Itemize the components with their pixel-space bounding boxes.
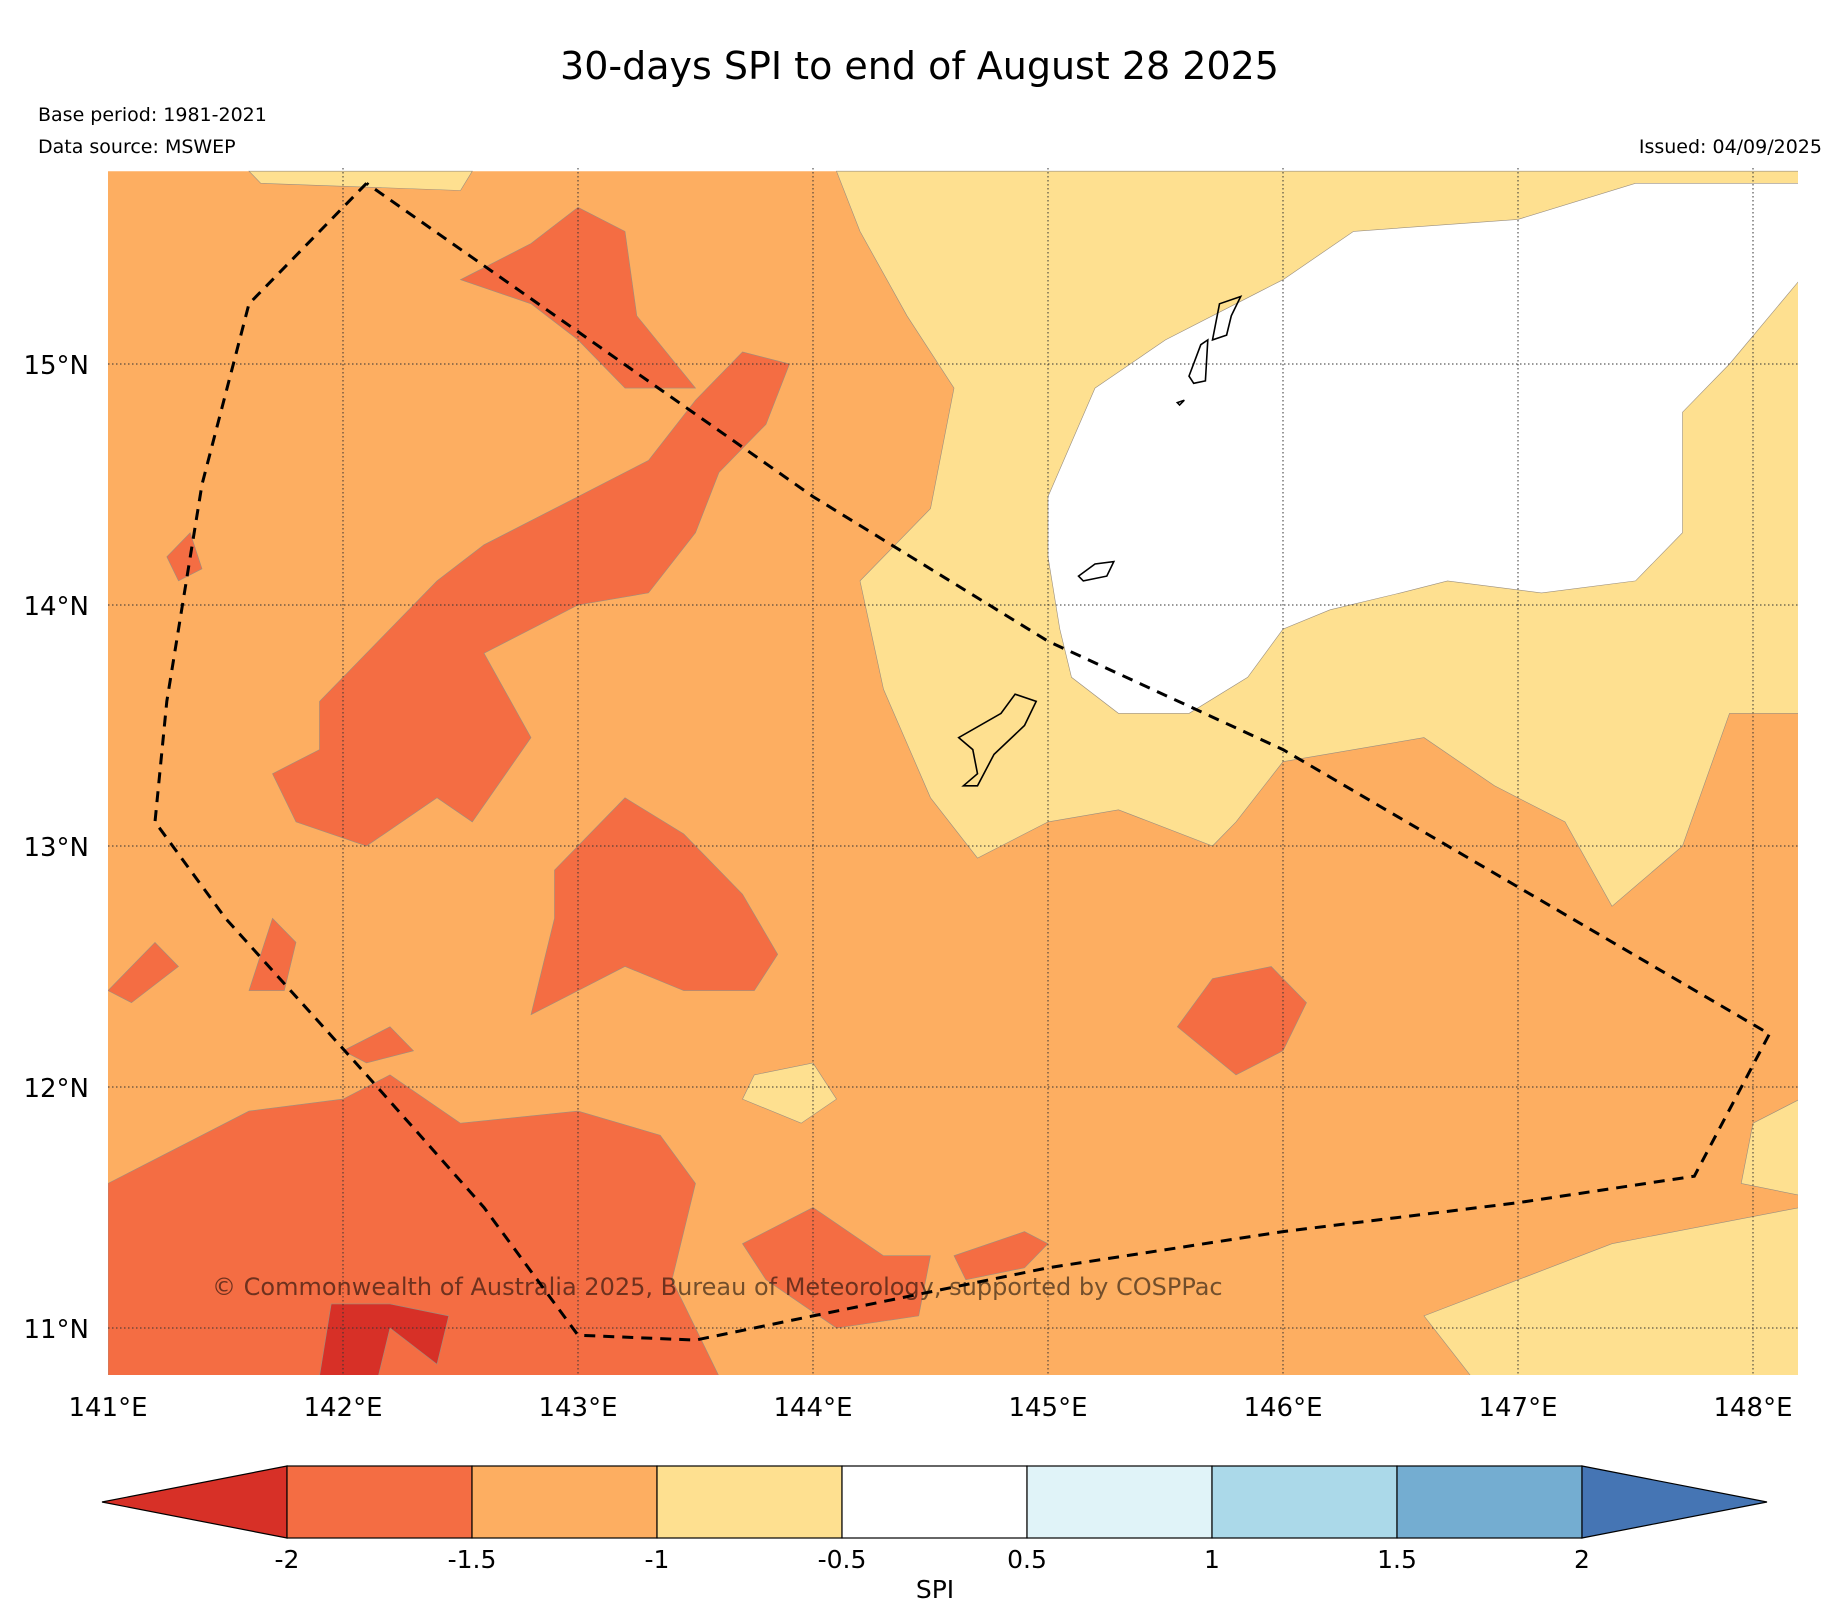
longitude-tick-label: 147°E — [1478, 1393, 1557, 1423]
colorbar-segment — [471, 1465, 658, 1539]
spi-region — [319, 1303, 450, 1375]
longitude-tick-label: 143°E — [538, 1393, 617, 1423]
spi-region — [108, 1074, 719, 1375]
islands — [957, 295, 1243, 787]
colorbar: -2 -1.5 -1 -0.5 0.5 1 1.5 2 — [101, 1465, 1768, 1574]
latitude-tick-label: 11°N — [23, 1315, 89, 1345]
gridlines — [108, 168, 1798, 1375]
island-outline — [1175, 399, 1185, 407]
latitude-tick-label: 14°N — [23, 592, 89, 622]
latitude-tick-label: 12°N — [23, 1074, 89, 1104]
spi-region — [248, 917, 297, 991]
colorbar-extend-high — [1581, 1465, 1768, 1539]
issued-date-label: Issued: 04/09/2025 — [1638, 136, 1822, 158]
longitude-ticks: 141°E 142°E 143°E 144°E 145°E 146°E 147°E 148°E — [68, 1393, 1792, 1423]
colorbar-tick-label: 0.5 — [1007, 1545, 1047, 1574]
spi-region — [953, 1231, 1049, 1281]
longitude-tick-label: 148°E — [1713, 1393, 1792, 1423]
longitude-tick-label: 146°E — [1243, 1393, 1322, 1423]
spi-region — [272, 351, 790, 847]
colorbar-tick-label: -2 — [275, 1545, 300, 1574]
colorbar-extend-low — [101, 1465, 288, 1539]
island-outline — [1211, 295, 1243, 342]
island-outline — [957, 693, 1038, 787]
spi-region — [166, 532, 203, 582]
longitude-tick-label: 142°E — [303, 1393, 382, 1423]
spi-region — [530, 797, 779, 1016]
colorbar-segment — [841, 1465, 1028, 1539]
colorbar-tick-label: -0.5 — [818, 1545, 867, 1574]
chart-title: 30-days SPI to end of August 28 2025 — [560, 44, 1279, 88]
longitude-tick-label: 141°E — [68, 1393, 147, 1423]
longitude-tick-label: 144°E — [773, 1393, 852, 1423]
spi-regions — [108, 170, 1798, 1375]
map-frame: © Commonwealth of Australia 2025, Bureau… — [108, 168, 1798, 1375]
colorbar-segment — [1026, 1465, 1213, 1539]
eez-boundary — [153, 182, 1772, 1342]
colorbar-tick-label: -1 — [645, 1545, 670, 1574]
spi-region — [459, 206, 697, 389]
base-period-label: Base period: 1981-2021 — [38, 104, 267, 126]
spi-region — [342, 1026, 415, 1064]
spi-region — [742, 1207, 931, 1329]
island-outline — [1077, 560, 1116, 582]
spi-region — [108, 941, 179, 1004]
spi-region — [1176, 966, 1307, 1076]
colorbar-tick-label: -1.5 — [448, 1545, 497, 1574]
data-source-label: Data source: MSWEP — [38, 136, 236, 158]
colorbar-tick-label: 2 — [1574, 1545, 1590, 1574]
colorbar-tick-label: 1.5 — [1377, 1545, 1417, 1574]
colorbar-segment — [1211, 1465, 1398, 1539]
colorbar-segment — [1396, 1465, 1583, 1539]
island-outline — [1188, 338, 1209, 385]
latitude-tick-label: 15°N — [23, 351, 89, 381]
colorbar-tick-label: 1 — [1204, 1545, 1220, 1574]
longitude-tick-label: 145°E — [1008, 1393, 1087, 1423]
copyright-notice: © Commonwealth of Australia 2025, Bureau… — [212, 1273, 1223, 1301]
latitude-ticks: 11°N 12°N 13°N 14°N 15°N — [23, 351, 89, 1345]
colorbar-segment — [286, 1465, 473, 1539]
spi-region — [1740, 1099, 1798, 1196]
spi-region — [248, 170, 473, 191]
spi-region — [1047, 183, 1798, 714]
colorbar-segment — [656, 1465, 843, 1539]
eez-boundary-line — [153, 182, 1772, 1342]
latitude-tick-label: 13°N — [23, 833, 89, 863]
colorbar-label: SPI — [916, 1575, 954, 1604]
